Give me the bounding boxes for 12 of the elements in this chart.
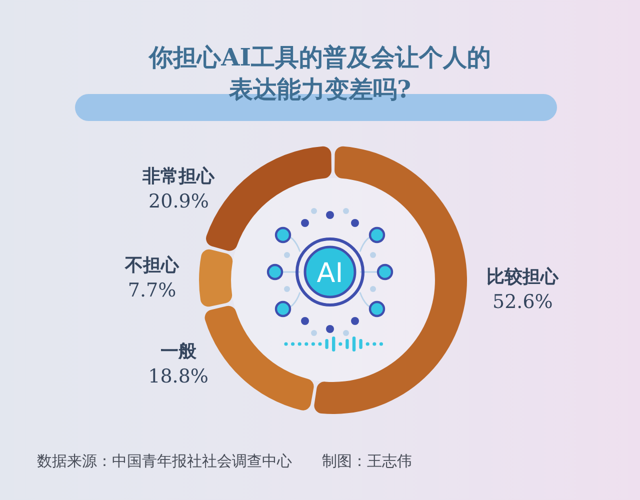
text: AI: [316, 258, 344, 289]
source-note: 数据来源：中国青年报社社会调查中心: [37, 452, 292, 471]
text: 制图：王志伟: [322, 452, 412, 471]
data-label: 52.6%: [492, 290, 553, 313]
slice-label: 非常担心: [142, 166, 216, 187]
data-label: 18.8%: [148, 365, 208, 388]
data-label: 7.7%: [128, 280, 176, 302]
chart-title: 你担心AI工具的普及会让个人的表达能力变差吗?: [148, 42, 491, 104]
data-label: 20.9%: [148, 190, 209, 212]
slice-label: 一般: [160, 340, 198, 362]
slice-label: 不担心: [124, 255, 180, 276]
slice-label: 比较担心: [486, 266, 560, 288]
